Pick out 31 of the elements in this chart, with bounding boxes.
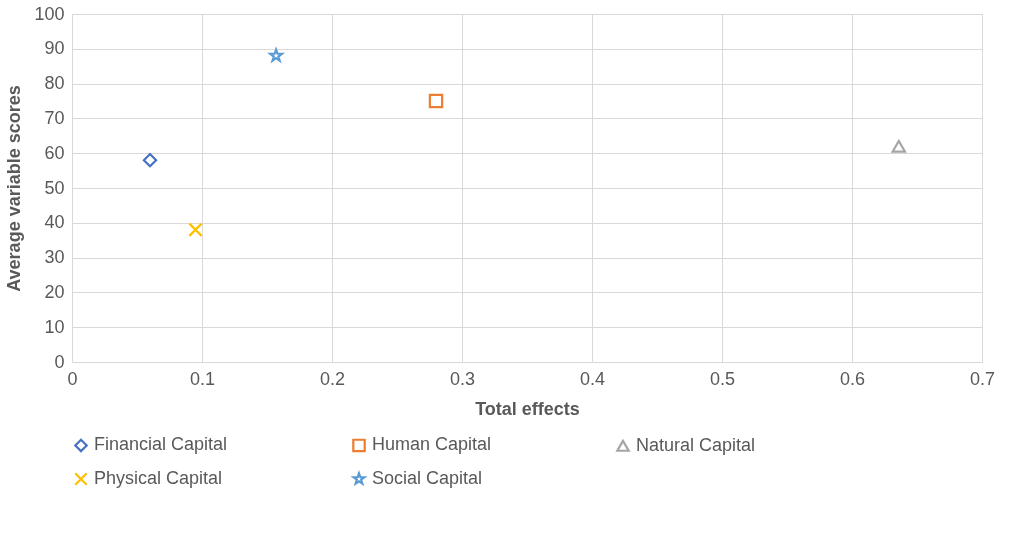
point <box>891 139 907 153</box>
y-tick-label: 90 <box>44 38 65 59</box>
legend-label: Physical Capital <box>94 468 223 488</box>
y-tick-label: 70 <box>44 107 65 128</box>
x-tick-label: 0.5 <box>709 368 736 389</box>
y-tick-label: 50 <box>44 177 65 198</box>
x-tick-label: 0.2 <box>319 368 346 389</box>
y-axis-title: Average variable scores <box>4 85 25 292</box>
legend-label: Financial Capital <box>94 434 228 455</box>
x-tick-label: 0 <box>67 368 78 389</box>
legend-label: Human Capital <box>372 434 492 455</box>
y-tick-label: 40 <box>44 212 65 233</box>
y-tick-label: 100 <box>34 3 65 24</box>
y-tick-label: 10 <box>44 316 65 337</box>
legend-label: Social Capital <box>372 468 483 488</box>
y-tick-label: 80 <box>44 73 65 94</box>
y-tick-label: 30 <box>44 247 65 268</box>
x-tick-label: 0.4 <box>579 368 606 389</box>
x-axis-title: Total effects <box>475 398 580 419</box>
x-tick-label: 0.1 <box>189 368 216 389</box>
point <box>142 152 158 168</box>
point <box>267 46 285 64</box>
y-tick-label: 20 <box>44 281 65 302</box>
y-tick-label: 0 <box>54 351 65 372</box>
point <box>188 222 203 237</box>
x-tick-label: 0.7 <box>969 368 996 389</box>
point <box>428 93 444 109</box>
x-tick-label: 0.6 <box>839 368 866 389</box>
legend-label: Natural Capital <box>636 434 756 455</box>
y-tick-label: 60 <box>44 142 65 163</box>
x-tick-label: 0.3 <box>449 368 476 389</box>
